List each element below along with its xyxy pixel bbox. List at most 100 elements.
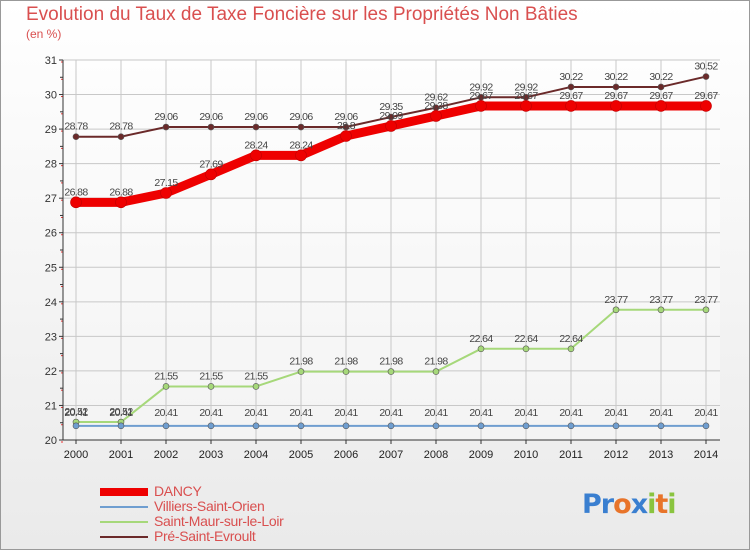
data-point-saint-maur-sur-le-loir (342, 368, 350, 375)
y-tick-label: 24 (45, 297, 57, 309)
data-point-saint-maur-sur-le-loir (612, 306, 620, 314)
data-point-dancy (205, 168, 217, 181)
data-label-dancy: 29.67 (514, 90, 538, 102)
data-point-villiers-saint-orien (252, 422, 260, 430)
data-label-villiers-saint-orien: 20.41 (244, 407, 268, 419)
legend-swatch-villiers (100, 506, 148, 508)
data-label-dancy: 26.88 (109, 186, 133, 198)
legend-label-villiers: Villiers-Saint-Orien (154, 498, 265, 514)
data-point-pre-saint-evroult (252, 123, 260, 131)
x-tick-label: 2006 (334, 449, 358, 461)
data-label-villiers-saint-orien: 20.41 (694, 407, 718, 419)
data-point-villiers-saint-orien (297, 422, 305, 430)
data-point-saint-maur-sur-le-loir (162, 383, 170, 390)
line-chart: 20 21 22 23 24 25 26 27 28 29 30 31 2000 2001 2002 2003… (45, 55, 720, 461)
data-label-saint-maur-sur-le-loir: 21.55 (244, 370, 268, 382)
data-label-pre-saint-evroult: 29.92 (514, 81, 538, 93)
y-tick-label: 21 (45, 400, 57, 412)
data-label-saint-maur-sur-le-loir: 21.98 (289, 356, 313, 368)
data-label-dancy: 29.67 (649, 90, 673, 102)
legend-item-saint-maur: Saint-Maur-sur-le-Loir (100, 513, 360, 529)
data-label-villiers-saint-orien: 20.41 (559, 407, 583, 419)
data-label-villiers-saint-orien: 20.41 (64, 407, 88, 419)
data-point-pre-saint-evroult (117, 133, 125, 140)
data-label-saint-maur-sur-le-loir: 22.64 (514, 333, 538, 345)
data-point-saint-maur-sur-le-loir (297, 368, 305, 375)
data-point-pre-saint-evroult (207, 123, 215, 131)
data-point-villiers-saint-orien (432, 422, 440, 430)
data-point-saint-maur-sur-le-loir (252, 383, 260, 390)
x-tick-label: 2013 (649, 449, 673, 461)
x-tick-label: 2003 (199, 449, 223, 461)
data-label-villiers-saint-orien: 20.41 (109, 407, 133, 419)
legend-label-pre-saint-evroult: Pré-Saint-Evroult (154, 528, 256, 544)
data-label-pre-saint-evroult: 30.22 (604, 71, 628, 83)
x-tick-label: 2007 (379, 449, 403, 461)
data-label-dancy: 29.09 (379, 110, 403, 122)
legend-item-pre-saint-evroult: Pré-Saint-Evroult (100, 528, 360, 544)
data-point-pre-saint-evroult (342, 123, 350, 131)
data-point-dancy (295, 149, 307, 162)
chart-title: Evolution du Taux de Taxe Foncière sur l… (26, 4, 578, 25)
data-point-saint-maur-sur-le-loir (657, 306, 665, 314)
data-point-pre-saint-evroult (612, 83, 620, 91)
y-tick-label: 29 (45, 124, 57, 136)
logo-letter: P (582, 489, 602, 520)
x-tick-label: 2014 (694, 449, 718, 461)
logo-letter: i (667, 489, 676, 520)
data-label-villiers-saint-orien: 20.41 (289, 407, 313, 419)
data-point-dancy (565, 100, 577, 112)
data-label-dancy: 29.67 (694, 90, 718, 102)
data-label-dancy: 28.8 (337, 120, 356, 132)
data-label-saint-maur-sur-le-loir: 23.77 (694, 294, 718, 306)
data-label-dancy: 26.88 (64, 186, 88, 198)
logo-letter: i (647, 489, 656, 520)
data-label-saint-maur-sur-le-loir: 23.77 (604, 294, 628, 306)
data-label-dancy: 29.38 (424, 100, 448, 112)
x-tick-label: 2010 (514, 449, 538, 461)
data-point-dancy (700, 100, 712, 112)
data-label-dancy: 29.67 (604, 90, 628, 102)
data-point-dancy (160, 187, 172, 199)
y-tick-label: 30 (45, 90, 57, 102)
data-point-dancy (70, 196, 82, 209)
legend-label-saint-maur: Saint-Maur-sur-le-Loir (154, 513, 284, 529)
data-point-dancy (250, 149, 262, 162)
x-tick-label: 2012 (604, 449, 628, 461)
data-point-dancy (610, 100, 622, 112)
data-point-pre-saint-evroult (567, 83, 575, 91)
x-tick-label: 2001 (109, 449, 133, 461)
data-label-pre-saint-evroult: 29.35 (379, 101, 403, 113)
data-label-saint-maur-sur-le-loir: 23.77 (649, 294, 673, 306)
data-label-saint-maur-sur-le-loir: 21.55 (154, 370, 178, 382)
y-tick-label: 22 (45, 366, 57, 378)
data-label-dancy: 27.69 (199, 158, 223, 170)
data-label-villiers-saint-orien: 20.41 (424, 407, 448, 419)
data-label-villiers-saint-orien: 20.41 (649, 407, 673, 419)
logo-letter: o (613, 489, 632, 520)
data-point-dancy (655, 100, 667, 112)
data-label-saint-maur-sur-le-loir: 20.52 (64, 406, 88, 418)
data-point-villiers-saint-orien (342, 422, 350, 430)
data-point-saint-maur-sur-le-loir (432, 368, 440, 375)
data-label-pre-saint-evroult: 29.06 (199, 111, 223, 123)
data-label-villiers-saint-orien: 20.41 (514, 407, 538, 419)
y-tick-label: 20 (45, 435, 57, 447)
y-tick-label: 28 (45, 159, 57, 171)
data-label-saint-maur-sur-le-loir: 21.98 (379, 356, 403, 368)
x-tick-label: 2002 (154, 449, 178, 461)
data-label-pre-saint-evroult: 29.06 (244, 111, 268, 123)
data-label-pre-saint-evroult: 29.92 (469, 81, 493, 93)
data-label-pre-saint-evroult: 29.06 (154, 111, 178, 123)
data-label-pre-saint-evroult: 30.22 (559, 71, 583, 83)
data-point-pre-saint-evroult (72, 133, 80, 140)
data-point-villiers-saint-orien (477, 422, 485, 430)
data-label-pre-saint-evroult: 28.78 (109, 121, 133, 133)
x-tick-label: 2009 (469, 449, 493, 461)
data-label-saint-maur-sur-le-loir: 20.52 (109, 406, 133, 418)
data-point-pre-saint-evroult (162, 123, 170, 131)
data-point-saint-maur-sur-le-loir (522, 345, 530, 353)
logo-letter: t (655, 489, 668, 520)
data-point-saint-maur-sur-le-loir (387, 368, 395, 375)
